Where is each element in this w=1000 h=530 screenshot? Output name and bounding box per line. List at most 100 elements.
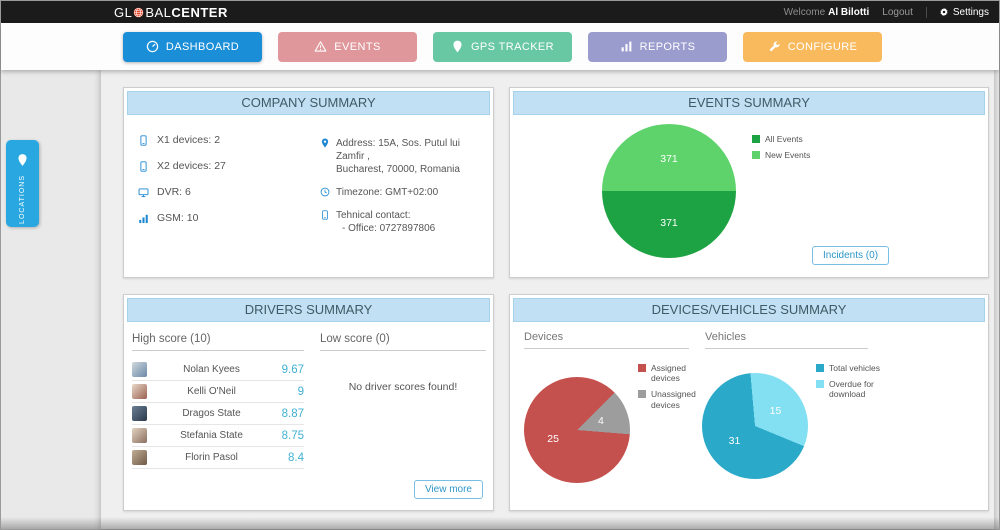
clock-icon <box>320 186 330 198</box>
contact-row: Tehnical contact: - Office: 0727897806 <box>320 209 488 235</box>
driver-name: Florin Pasol <box>185 452 238 463</box>
wrench-icon <box>768 40 781 53</box>
legend-label: New Events <box>765 150 811 161</box>
topbar-right: Welcome Al Bilotti Logout Settings <box>784 6 999 18</box>
legend-item: Unassigned devices <box>638 389 720 410</box>
gauge-icon <box>146 40 159 53</box>
logo: GL BAL CENTER <box>114 5 228 20</box>
nav-tab-reports[interactable]: REPORTS <box>588 31 727 62</box>
driver-avatar <box>132 450 147 465</box>
address-line-1: Address: 15A, Sos. Putul lui Zamfir , <box>336 138 460 162</box>
device-count-item: X1 devices: 2 <box>138 127 308 153</box>
devices-legend: Assigned devices Unassigned devices <box>638 363 720 416</box>
company-summary-panel: COMPANY SUMMARY X1 devices: 2 X2 devices… <box>123 87 494 278</box>
nav-tab-events[interactable]: EVENTS <box>278 31 417 62</box>
driver-row[interactable]: Nolan Kyees 9.67 <box>132 359 304 381</box>
devices-vehicles-panel: DEVICES/VEHICLES SUMMARY Devices Vehicle… <box>509 294 989 511</box>
events-summary-title: EVENTS SUMMARY <box>513 91 985 115</box>
warning-icon <box>314 40 327 53</box>
timezone-row: Timezone: GMT+02:00 <box>320 186 488 199</box>
pie-value-new-events: 371 <box>660 152 678 165</box>
incidents-button[interactable]: Incidents (0) <box>812 246 890 265</box>
mobile-icon <box>138 160 149 173</box>
driver-name: Kelli O'Neil <box>187 386 236 397</box>
vehicles-subheader: Vehicles <box>705 331 868 349</box>
devices-subheader: Devices <box>524 331 689 349</box>
pie-value-all-events: 371 <box>660 217 678 230</box>
pie-value-unassigned-devices: 4 <box>597 415 604 428</box>
logo-text: GL <box>114 4 133 20</box>
driver-name: Nolan Kyees <box>183 364 240 375</box>
location-pin-icon <box>16 152 29 168</box>
low-score-header: Low score (0) <box>320 333 486 351</box>
gear-icon <box>939 7 949 17</box>
driver-score: 8.4 <box>288 451 304 464</box>
driver-avatar <box>132 384 147 399</box>
logo-text-bold: CENTER <box>171 4 228 20</box>
legend-item: Assigned devices <box>638 363 720 383</box>
user-name: Al Bilotti <box>828 6 870 18</box>
driver-row[interactable]: Florin Pasol 8.4 <box>132 447 304 469</box>
top-bar: GL BAL CENTER Welcome Al Bilotti Logout Set… <box>1 1 999 23</box>
driver-avatar <box>132 406 147 421</box>
legend-item: All Events <box>752 134 810 144</box>
mobile-icon <box>138 134 149 147</box>
vehicles-pie-chart: 15 31 <box>702 373 808 479</box>
view-more-button[interactable]: View more <box>413 480 483 499</box>
signal-icon <box>138 212 149 225</box>
device-count-list: X1 devices: 2 X2 devices: 27 DVR: 6 GSM:… <box>138 127 308 231</box>
nav-bar: DASHBOARD EVENTS GPS TRACKER REPORTS CON… <box>1 23 999 70</box>
pie-value-overdue-for-download: 15 <box>769 404 782 417</box>
timezone-text: Timezone: GMT+02:00 <box>336 187 439 198</box>
events-legend: All Events New Events <box>752 134 810 166</box>
driver-row[interactable]: Stefania State 8.75 <box>132 425 304 447</box>
driver-row[interactable]: Dragos State 8.87 <box>132 403 304 425</box>
contact-line-2: - Office: 0727897806 <box>342 223 436 234</box>
legend-item: Overdue for download <box>816 379 898 399</box>
locations-label: LOCATIONS <box>19 175 26 224</box>
driver-score: 9.67 <box>281 363 304 376</box>
legend-swatch <box>816 364 824 372</box>
device-count-item: DVR: 6 <box>138 179 308 205</box>
monitor-icon <box>138 186 149 199</box>
legend-label: Overdue for download <box>829 379 874 400</box>
driver-avatar <box>132 428 147 443</box>
locations-side-tab[interactable]: LOCATIONS <box>6 140 39 227</box>
report-icon <box>620 40 633 53</box>
nav-tab-configure[interactable]: CONFIGURE <box>743 31 882 62</box>
company-summary-title: COMPANY SUMMARY <box>127 91 490 115</box>
drivers-summary-title: DRIVERS SUMMARY <box>127 298 490 322</box>
phone-icon <box>320 209 330 221</box>
low-score-column: Low score (0) No driver scores found! <box>320 333 486 393</box>
legend-swatch <box>638 390 646 399</box>
driver-avatar <box>132 362 147 377</box>
contact-line-1: Tehnical contact: <box>336 210 411 221</box>
legend-swatch <box>638 364 646 372</box>
nav-tab-dashboard[interactable]: DASHBOARD <box>123 31 262 62</box>
settings-link[interactable]: Settings <box>925 6 989 18</box>
pie-value-total-vehicles: 31 <box>728 435 741 448</box>
pie-value-assigned-devices: 25 <box>547 432 559 445</box>
logout-link[interactable]: Logout <box>882 6 913 18</box>
legend-label: Total vehicles <box>829 363 881 373</box>
legend-item: Total vehicles <box>816 363 898 373</box>
high-score-column: High score (10) Nolan Kyees 9.67 Kelli O… <box>132 333 304 469</box>
address-row: Address: 15A, Sos. Putul lui Zamfir , Bu… <box>320 137 488 176</box>
nav-tab-gps-tracker[interactable]: GPS TRACKER <box>433 31 572 62</box>
legend-swatch <box>816 380 824 389</box>
map-pin-icon <box>320 137 330 149</box>
globe-icon <box>133 7 144 18</box>
drivers-summary-panel: DRIVERS SUMMARY High score (10) Nolan Ky… <box>123 294 494 511</box>
vehicles-legend: Total vehicles Overdue for download <box>816 363 898 406</box>
high-score-list: Nolan Kyees 9.67 Kelli O'Neil 9 Dragos S… <box>132 359 304 469</box>
driver-score: 8.75 <box>281 429 304 442</box>
legend-label: Unassigned devices <box>651 389 696 410</box>
devices-pie-chart: 4 25 <box>524 377 630 483</box>
legend-swatch <box>752 135 760 143</box>
driver-row[interactable]: Kelli O'Neil 9 <box>132 381 304 403</box>
devices-vehicles-title: DEVICES/VEHICLES SUMMARY <box>513 298 985 322</box>
high-score-header: High score (10) <box>132 333 304 351</box>
legend-item: New Events <box>752 150 810 160</box>
legend-label: Assigned devices <box>651 363 686 384</box>
